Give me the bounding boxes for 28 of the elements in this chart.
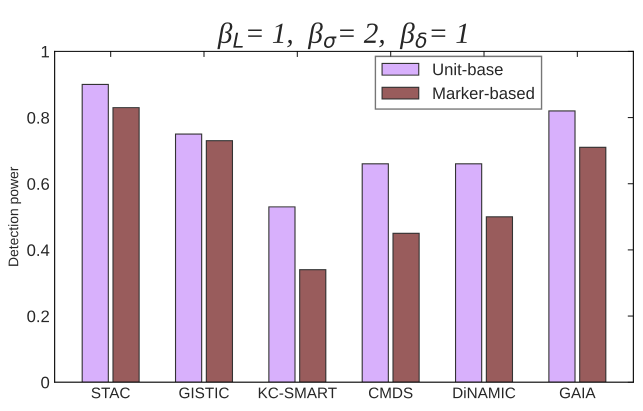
bar bbox=[112, 107, 140, 382]
x-tick-label: STAC bbox=[92, 387, 130, 398]
bar bbox=[486, 216, 514, 382]
x-tick-label: KC-SMART bbox=[258, 387, 337, 398]
x-tick-label: DiNAMIC bbox=[453, 387, 516, 398]
legend-label: Marker-based bbox=[433, 86, 534, 100]
bar bbox=[548, 110, 576, 382]
bar bbox=[454, 163, 482, 382]
y-tick-label: 0 bbox=[41, 376, 50, 388]
bar bbox=[362, 163, 389, 382]
bar bbox=[174, 134, 202, 382]
bar bbox=[299, 269, 326, 382]
y-axis-title: Detection power bbox=[8, 166, 22, 266]
y-tick-label: 0.6 bbox=[27, 178, 50, 190]
chart-title: β$_{L}$= 1, β$_{σ}$= 2, β$_{δ}$= 1 bbox=[217, 22, 467, 50]
legend-label: Unit-base bbox=[433, 63, 503, 76]
x-tick-label: GAIA bbox=[560, 387, 596, 398]
y-tick-label: 0.4 bbox=[27, 244, 50, 256]
y-tick-label: 0.8 bbox=[27, 112, 50, 124]
bar bbox=[206, 140, 234, 382]
x-tick-label: CMDS bbox=[368, 387, 412, 398]
bar bbox=[82, 84, 109, 382]
bar bbox=[392, 232, 420, 382]
bar bbox=[268, 206, 296, 382]
bar bbox=[579, 146, 606, 382]
y-tick-label: 0.2 bbox=[27, 310, 49, 322]
y-tick-label: 1 bbox=[42, 46, 49, 58]
x-tick-label: GISTIC bbox=[179, 387, 229, 398]
